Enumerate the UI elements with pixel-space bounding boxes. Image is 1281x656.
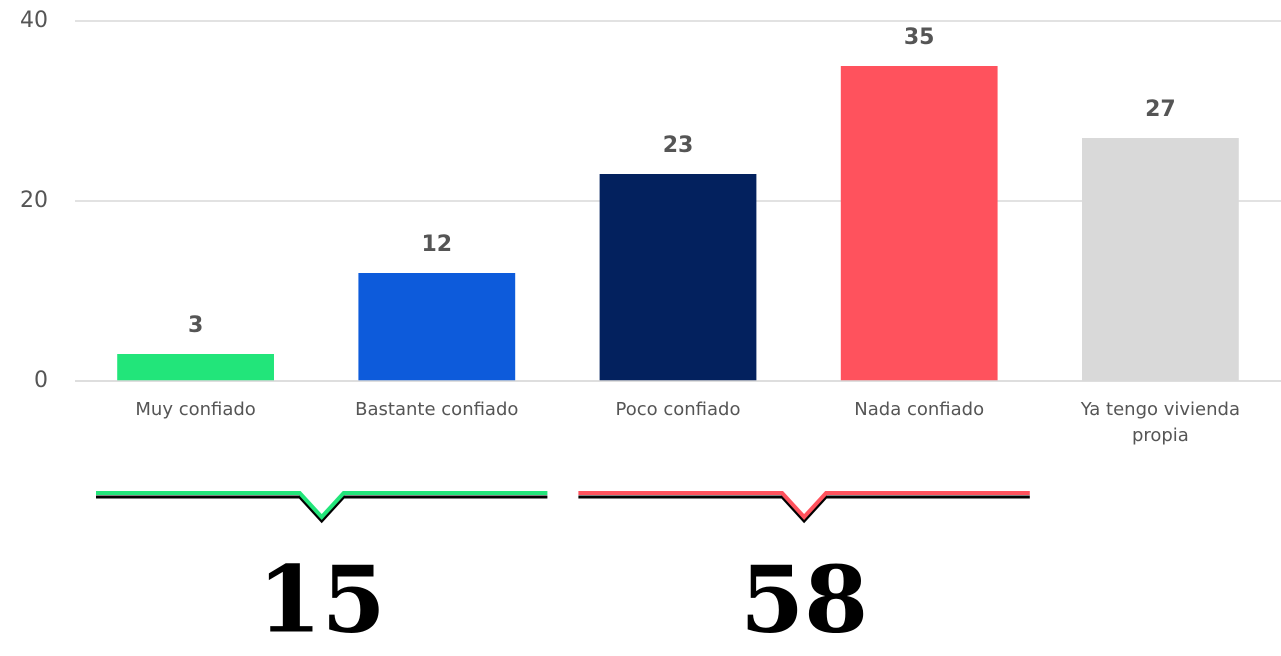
x-tick-label: Nada confiado: [854, 399, 985, 420]
x-tick-label-box: Ya tengo vivienda propia: [1080, 399, 1240, 446]
bar: [117, 354, 274, 381]
bracket: [96, 491, 548, 520]
x-tick-label: Bastante confiado: [355, 399, 519, 420]
x-tick-label-box: Bastante confiado: [355, 399, 519, 420]
bar: [1082, 138, 1239, 381]
bracket: [578, 491, 1030, 520]
bar: [358, 273, 516, 381]
x-tick-label: Poco confiado: [615, 399, 741, 420]
y-tick-label: 40: [20, 8, 48, 33]
x-tick-label-box: Muy confiado: [135, 399, 256, 420]
value-label: 35: [904, 25, 935, 50]
x-tick-label: Muy confiado: [135, 399, 256, 420]
y-tick-label: 0: [34, 368, 48, 393]
annotation: 58: [740, 546, 868, 654]
x-tick-label-box: Nada confiado: [854, 399, 985, 420]
value-label: 3: [188, 313, 203, 338]
bracket-shadow: [96, 495, 548, 524]
value-label: 27: [1145, 97, 1176, 122]
bar: [599, 174, 757, 381]
value-label: 12: [421, 232, 452, 257]
y-tick-label: 20: [20, 188, 48, 213]
x-tick-label-box: Poco confiado: [615, 399, 741, 420]
value-label: 23: [663, 133, 694, 158]
annotation: 15: [258, 546, 386, 654]
bracket-shadow: [578, 495, 1030, 524]
bar: [840, 66, 998, 381]
x-tick-label: Ya tengo vivienda propia: [1080, 399, 1240, 446]
